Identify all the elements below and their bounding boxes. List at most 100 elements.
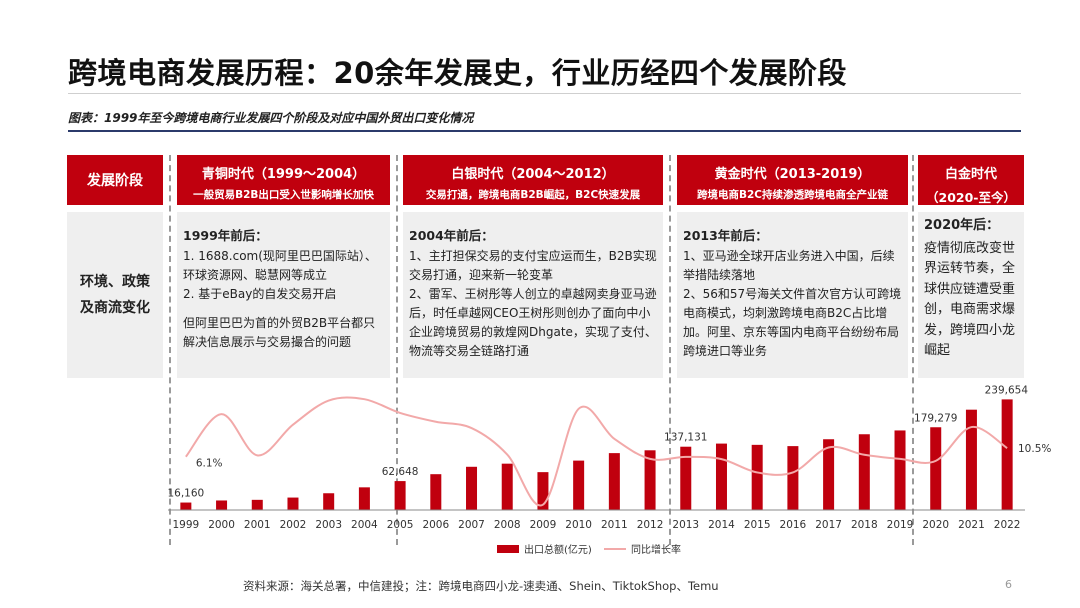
x-tick-label: 2003 bbox=[315, 519, 342, 531]
legend-bar-label: 出口总额(亿元) bbox=[524, 543, 592, 556]
stage-name: 白银时代（2004～2012） bbox=[451, 167, 615, 182]
stage-divider bbox=[912, 155, 914, 545]
export-bar bbox=[394, 481, 406, 510]
environment-label-line: 环境、政策 bbox=[80, 274, 150, 290]
export-bar bbox=[894, 430, 906, 510]
x-tick-label: 2004 bbox=[351, 519, 378, 531]
stage-detail-line: 1、亚马逊全球开店业务进入中国，后续举措陆续落地 bbox=[683, 249, 895, 282]
x-tick-label: 2002 bbox=[280, 519, 307, 531]
export-bar bbox=[930, 427, 942, 510]
stage-header-gold: 黄金时代（2013-2019） 跨境电商B2C持续渗透跨境电商全产业链 bbox=[677, 155, 908, 205]
export-bar bbox=[608, 453, 620, 510]
x-tick-label: 2010 bbox=[565, 519, 592, 531]
bar-value-label: 16,160 bbox=[167, 488, 204, 500]
x-tick-label: 2005 bbox=[387, 519, 414, 531]
export-bar bbox=[751, 444, 763, 510]
bar-value-label: 62,648 bbox=[382, 466, 419, 478]
stage-detail-platinum: 2020年后： 疫情彻底改变世界运转节奏，全球供应链遭受重创，电商需求爆发，跨境… bbox=[918, 212, 1024, 378]
caption-divider bbox=[68, 130, 1021, 132]
stage-column-header: 发展阶段 bbox=[67, 155, 163, 205]
x-tick-label: 2009 bbox=[530, 519, 557, 531]
page-number: 6 bbox=[1005, 578, 1012, 591]
growth-rate-label: 6.1% bbox=[196, 458, 223, 470]
stage-divider bbox=[669, 155, 671, 545]
chart-caption: 图表：1999年至今跨境电商行业发展四个阶段及对应中国外贸出口变化情况 bbox=[68, 111, 474, 125]
stage-detail-line: 2. 基于eBay的自发交易开启 bbox=[183, 287, 337, 301]
legend-bar-swatch bbox=[497, 545, 519, 553]
stage-divider bbox=[396, 155, 398, 545]
title-divider bbox=[68, 93, 1021, 94]
export-bar bbox=[1001, 399, 1013, 510]
stage-header-silver: 白银时代（2004～2012） 交易打通，跨境电商B2B崛起，B2C快速发展 bbox=[403, 155, 663, 205]
export-bar bbox=[787, 446, 799, 510]
stage-detail-line: 2、56和57号海关文件首次官方认可跨境电商模式，均刺激跨境电商B2C占比增加。… bbox=[683, 287, 902, 358]
export-bar bbox=[180, 502, 192, 510]
stage-name: 白金时代 bbox=[944, 167, 997, 182]
x-tick-label: 2021 bbox=[958, 519, 985, 531]
x-tick-label: 2015 bbox=[744, 519, 771, 531]
export-bar bbox=[501, 463, 513, 510]
stage-desc: 交易打通，跨境电商B2B崛起，B2C快速发展 bbox=[425, 189, 641, 201]
x-tick-label: 2008 bbox=[494, 519, 521, 531]
export-bar bbox=[251, 499, 263, 510]
stage-detail-heading: 2004年前后： bbox=[409, 228, 494, 243]
export-bar bbox=[216, 500, 228, 510]
x-tick-label: 2014 bbox=[708, 519, 735, 531]
stage-detail-line: 但阿里巴巴为首的外贸B2B平台都只解决信息展示与交易撮合的问题 bbox=[183, 316, 376, 349]
page-title: 跨境电商发展历程：20余年发展史，行业历经四个发展阶段 bbox=[68, 56, 847, 90]
export-bar bbox=[358, 487, 370, 510]
stage-detail-bronze: 1999年前后： 1. 1688.com(现阿里巴巴国际站）、环球资源网、聪慧网… bbox=[177, 212, 390, 378]
stage-detail-heading: 2020年后： bbox=[924, 218, 1000, 233]
x-tick-label: 2016 bbox=[780, 519, 807, 531]
x-tick-label: 2001 bbox=[244, 519, 271, 531]
stage-name: 黄金时代（2013-2019） bbox=[714, 167, 871, 182]
export-bar bbox=[573, 460, 585, 510]
stage-desc: 一般贸易B2B出口受入世影响增长加快 bbox=[193, 189, 374, 201]
stage-desc: （2020-至今） bbox=[926, 190, 1016, 205]
stage-name: 青铜时代（1999～2004） bbox=[201, 167, 366, 182]
x-tick-label: 2006 bbox=[422, 519, 449, 531]
bar-value-label: 137,131 bbox=[664, 432, 707, 444]
x-tick-label: 2013 bbox=[672, 519, 699, 531]
stage-divider bbox=[169, 155, 171, 545]
x-tick-label: 2020 bbox=[922, 519, 949, 531]
x-tick-label: 2000 bbox=[208, 519, 235, 531]
legend-line-label: 同比增长率 bbox=[631, 543, 681, 556]
x-tick-label: 2018 bbox=[851, 519, 878, 531]
growth-rate-label: 10.5% bbox=[1018, 443, 1051, 455]
export-bar bbox=[644, 450, 656, 510]
bar-value-label: 179,279 bbox=[914, 412, 957, 424]
x-tick-label: 2012 bbox=[637, 519, 664, 531]
stage-desc: 跨境电商B2C持续渗透跨境电商全产业链 bbox=[696, 189, 888, 201]
x-tick-label: 1999 bbox=[172, 519, 199, 531]
bar-value-label: 239,654 bbox=[985, 384, 1029, 396]
source-note: 资料来源：海关总署，中信建投；注：跨境电商四小龙-速卖通、Shein、Tikto… bbox=[243, 579, 719, 593]
export-bar bbox=[715, 443, 727, 510]
export-bar bbox=[965, 409, 977, 510]
export-bar bbox=[823, 439, 835, 510]
stage-detail-line: 2、雷军、王树彤等人创立的卓越网卖身亚马逊后，时任卓越网CEO王树彤则创办了面向… bbox=[409, 287, 657, 358]
stage-detail-line: 1、主打担保交易的支付宝应运而生，B2B实现交易打通，迎来新一轮变革 bbox=[409, 249, 657, 282]
stage-detail-silver: 2004年前后： 1、主打担保交易的支付宝应运而生，B2B实现交易打通，迎来新一… bbox=[403, 212, 663, 378]
export-bar bbox=[466, 466, 478, 510]
stage-header-platinum: 白金时代 （2020-至今） bbox=[918, 155, 1024, 205]
environment-label: 环境、政策 及商流变化 bbox=[67, 212, 163, 378]
x-tick-label: 2022 bbox=[994, 519, 1021, 531]
export-bar bbox=[287, 497, 299, 510]
export-bar bbox=[680, 446, 692, 510]
x-tick-label: 2017 bbox=[815, 519, 842, 531]
export-bar bbox=[537, 472, 549, 510]
x-tick-label: 2011 bbox=[601, 519, 628, 531]
export-bar bbox=[430, 474, 442, 510]
export-bar bbox=[858, 434, 870, 510]
stage-header-bronze: 青铜时代（1999～2004） 一般贸易B2B出口受入世影响增长加快 bbox=[177, 155, 390, 205]
stage-detail-line: 疫情彻底改变世界运转节奏，全球供应链遭受重创，电商需求爆发，跨境四小龙崛起 bbox=[924, 240, 1016, 359]
stage-detail-gold: 2013年前后： 1、亚马逊全球开店业务进入中国，后续举措陆续落地 2、56和5… bbox=[677, 212, 908, 378]
stage-detail-heading: 1999年前后： bbox=[183, 228, 268, 243]
x-tick-label: 2019 bbox=[887, 519, 914, 531]
stage-detail-line: 1. 1688.com(现阿里巴巴国际站）、环球资源网、聪慧网等成立 bbox=[183, 249, 377, 282]
growth-rate-line bbox=[185, 396, 1008, 507]
export-bar bbox=[323, 493, 335, 510]
environment-label-line: 及商流变化 bbox=[80, 300, 150, 316]
